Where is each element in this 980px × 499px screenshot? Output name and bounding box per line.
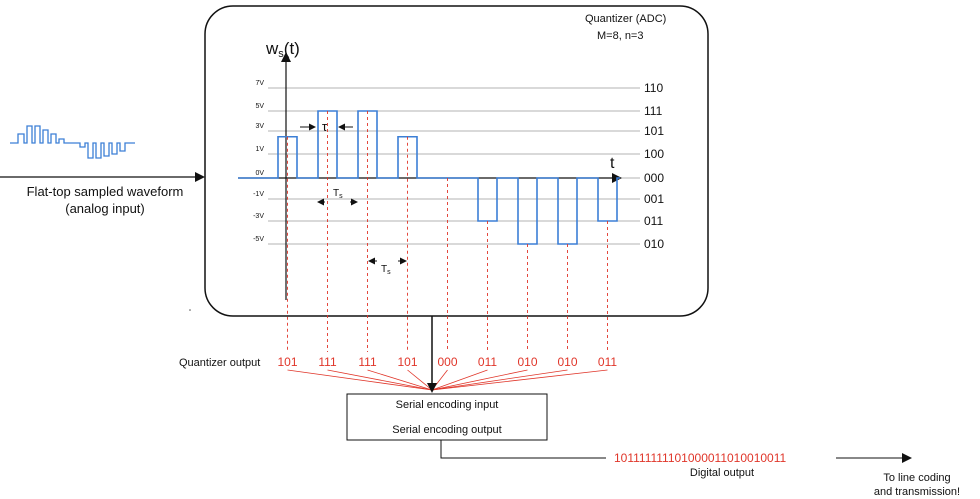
quantizer-title: Quantizer (ADC): [585, 13, 666, 25]
serial-encoding-input: Serial encoding input: [396, 399, 499, 411]
level-code-label: 101: [644, 124, 664, 138]
level-volt-label: 7V: [255, 80, 264, 87]
destination-line2: and transmission!: [874, 486, 960, 498]
fan-line: [431, 369, 528, 391]
svg-text:Ts: Ts: [333, 188, 343, 200]
input-label-line1: Flat-top sampled waveform: [27, 184, 184, 199]
quantizer-output-code: 010: [517, 355, 537, 369]
digital-output-label: Digital output: [690, 467, 754, 479]
sample-projections: 101 111 111 101 000 011 010 010 011: [277, 111, 617, 391]
quantizer-output-label: Quantizer output: [179, 357, 260, 369]
fan-line: [431, 369, 608, 391]
tau-label: τ: [322, 119, 328, 134]
quantizer-params: M=8, n=3: [597, 30, 643, 42]
level-volt-label: -5V: [253, 236, 264, 243]
quantizer-box: [204, 5, 709, 317]
y-axis-label: ws(t): [265, 39, 300, 60]
level-volt-label: 3V: [255, 123, 264, 130]
fan-line: [287, 369, 433, 391]
fan-line: [367, 369, 433, 391]
level-code-label: 011: [644, 214, 663, 228]
level-code-label: 100: [644, 147, 664, 161]
digital-bits: 101111111101000011010010011: [614, 451, 787, 465]
quantizer-output-code: 011: [598, 355, 617, 369]
quantization-levels: 7V 110 5V 111 3V 101 1V 100 0V 000 -1V 001 -3V 011 -5V…: [253, 80, 664, 251]
fan-line: [431, 369, 568, 391]
tau-annotation: τ: [300, 119, 353, 134]
stray-dot: [189, 309, 191, 311]
quantizer-output-code: 101: [277, 355, 297, 369]
fan-line: [327, 369, 433, 391]
quantizer-output-code: 011: [478, 355, 497, 369]
ts-annotation-2: Ts: [368, 257, 407, 276]
level-code-label: 010: [644, 237, 664, 251]
quantizer-output-code: 101: [397, 355, 417, 369]
serial-encoder-box: [346, 393, 548, 441]
level-volt-label: -3V: [253, 213, 264, 220]
level-volt-label: 5V: [255, 103, 264, 110]
destination-line1: To line coding: [883, 472, 950, 484]
svg-text:Ts: Ts: [381, 264, 391, 276]
input-label-line2: (analog input): [65, 201, 145, 216]
level-volt-label: 0V: [255, 170, 264, 177]
fan-line: [431, 369, 488, 391]
level-code-label: 000: [644, 171, 664, 185]
ts-annotation-1: Ts: [317, 188, 358, 206]
level-code-label: 111: [644, 104, 663, 118]
level-volt-label: -1V: [253, 191, 264, 198]
level-code-label: 001: [644, 192, 664, 206]
level-volt-label: 1V: [255, 146, 264, 153]
serial-encoding-output: Serial encoding output: [392, 424, 501, 436]
input-waveform-icon: [10, 125, 135, 159]
quantizer-output-code: 000: [437, 355, 457, 369]
quantizer-output-code: 010: [557, 355, 577, 369]
quantizer-output-code: 111: [318, 355, 337, 369]
level-code-label: 110: [644, 81, 663, 95]
x-axis-label: t: [610, 155, 615, 172]
encoder-output-line: [440, 440, 606, 459]
quantizer-output-code: 111: [358, 355, 377, 369]
